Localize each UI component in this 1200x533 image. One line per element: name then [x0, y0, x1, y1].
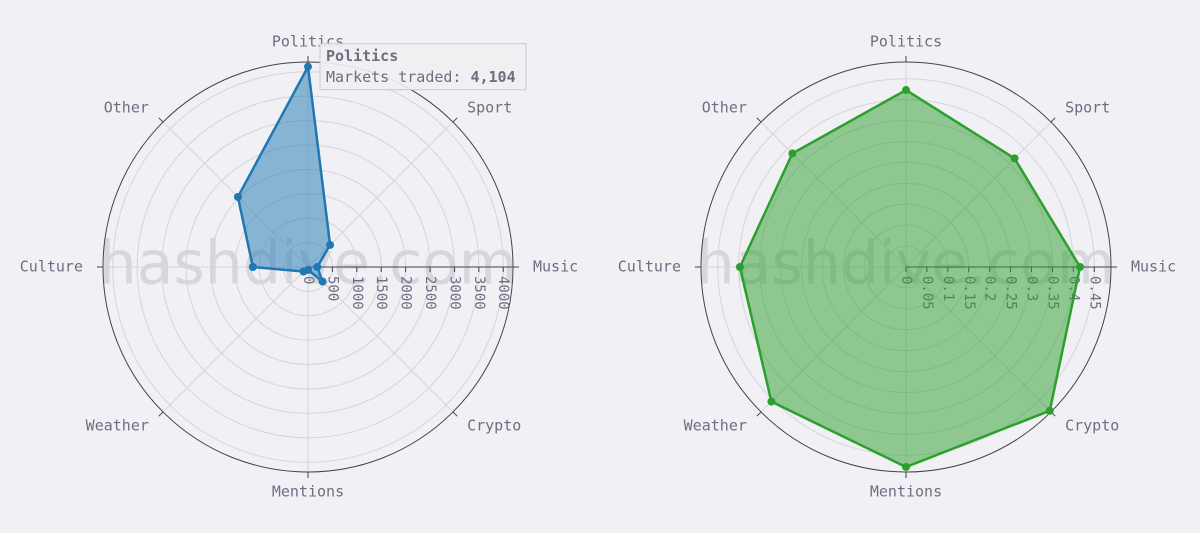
radar-point	[902, 462, 910, 471]
category-label: Mentions	[272, 483, 344, 501]
radial-tick-label: 0.45	[1086, 276, 1102, 310]
radar-point	[735, 263, 744, 271]
radar-point	[248, 263, 257, 271]
category-label: Weather	[86, 417, 149, 435]
radar-point	[233, 192, 242, 201]
radar-point	[1045, 406, 1054, 415]
radar-point	[299, 267, 308, 276]
category-label: Culture	[20, 258, 83, 276]
angular-tick	[158, 411, 164, 417]
tooltip-label: Markets traded:	[326, 68, 461, 86]
radar-point	[313, 263, 322, 271]
radar-point	[1010, 154, 1019, 163]
angular-tick	[1050, 117, 1056, 123]
radar-area	[236, 62, 332, 286]
radial-tick-label: 4000	[495, 276, 511, 310]
tooltip: Politics Markets traded: 4,104	[319, 43, 527, 91]
category-label: Crypto	[1065, 417, 1119, 435]
category-label: Politics	[870, 33, 942, 51]
category-label: Crypto	[467, 417, 521, 435]
radial-tick-label: 2000	[398, 276, 414, 310]
radar-point	[304, 62, 312, 71]
category-label: Sport	[1065, 98, 1110, 116]
radial-tick-label: 500	[324, 276, 340, 301]
spoke	[307, 266, 454, 413]
category-label: Music	[533, 258, 578, 276]
radial-tick-label: 0	[300, 276, 316, 284]
category-label: Other	[104, 98, 149, 116]
category-label: Weather	[684, 417, 747, 435]
category-label: Mentions	[870, 483, 942, 501]
angular-tick	[756, 117, 762, 123]
angular-tick	[756, 411, 762, 417]
category-label: Culture	[618, 258, 681, 276]
tooltip-value: 4,104	[470, 68, 515, 86]
radial-tick-label: 3000	[446, 276, 462, 310]
tooltip-title: Politics	[326, 47, 398, 65]
tooltip-box	[319, 43, 527, 91]
radar-point	[902, 86, 910, 95]
radar-point	[767, 397, 776, 406]
radar-area	[738, 88, 1082, 469]
radar-point	[1076, 263, 1085, 271]
radial-tick-label: 3500	[471, 276, 487, 310]
radial-tick-label: 1000	[349, 276, 365, 310]
radar-point	[788, 149, 797, 158]
radar-point	[318, 277, 327, 286]
radar-point	[326, 240, 335, 249]
radial-tick-label: 2500	[422, 276, 438, 310]
category-label: Sport	[467, 98, 512, 116]
angular-tick	[452, 117, 458, 123]
radial-tick-label: 1500	[373, 276, 389, 310]
angular-tick	[158, 117, 164, 123]
angular-tick	[452, 411, 458, 417]
category-label: Other	[702, 98, 747, 116]
category-label: Music	[1131, 258, 1176, 276]
spoke	[162, 266, 309, 413]
